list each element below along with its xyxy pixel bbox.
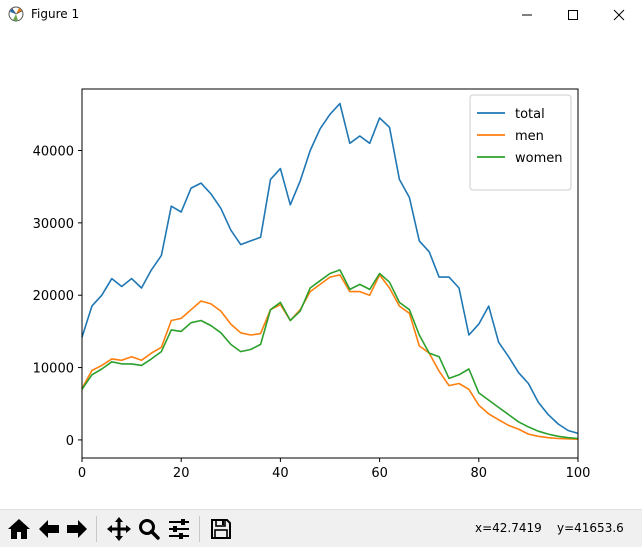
title-bar: Figure 1 [0,0,642,30]
legend-label-men: men [515,129,544,144]
forward-arrow-icon [67,520,87,538]
close-icon [613,9,625,21]
series-line-women [81,269,579,440]
legend-label-total: total [515,107,545,122]
window-title: Figure 1 [31,7,80,21]
series-line-total [81,102,579,435]
figure-canvas[interactable]: 0 20 40 60 80 100 0 10000 20000 30000 40000 total me… [0,30,642,508]
back-button[interactable] [35,516,63,542]
legend-label-women: women [515,151,563,166]
sliders-icon [169,519,189,539]
minimize-icon [522,14,532,16]
close-button[interactable] [596,0,642,30]
x-tick-label: 60 [371,466,388,481]
matplotlib-logo-icon [8,6,24,22]
home-icon [8,519,30,539]
save-disk-icon [211,519,231,539]
zoom-button[interactable] [135,516,163,542]
y-tick-label: 40000 [33,145,74,160]
x-tick-label: 80 [471,466,488,481]
maximize-icon [568,10,578,20]
y-tick-label: 30000 [33,217,74,232]
back-arrow-icon [39,520,59,538]
x-tick-label: 100 [566,466,591,481]
cursor-y-readout: y=41653.6 [557,521,624,535]
toolbar-separator [199,516,200,542]
legend-box [469,94,572,191]
navigation-toolbar: x=42.7419 y=41653.6 [0,509,642,547]
y-tick-label: 20000 [33,289,74,304]
forward-button[interactable] [63,516,91,542]
configure-subplots-button[interactable] [165,516,193,542]
y-tick-label: 10000 [33,362,74,377]
save-button[interactable] [207,516,235,542]
x-tick-label: 20 [173,466,190,481]
line-chart: 0 20 40 60 80 100 0 10000 20000 30000 40000 total me… [33,88,591,481]
maximize-button[interactable] [550,0,596,30]
zoom-magnifier-icon [139,519,160,540]
minimize-button[interactable] [504,0,550,30]
toolbar-separator [96,516,97,542]
x-tick-label: 0 [78,466,86,481]
pan-button[interactable] [105,516,133,542]
series-line-men [81,274,579,440]
home-button[interactable] [5,516,33,542]
y-tick-label: 0 [66,434,74,449]
axes-frame [81,88,579,459]
cursor-x-readout: x=42.7419 [475,521,542,535]
x-tick-label: 40 [272,466,289,481]
pan-move-icon [107,517,131,541]
